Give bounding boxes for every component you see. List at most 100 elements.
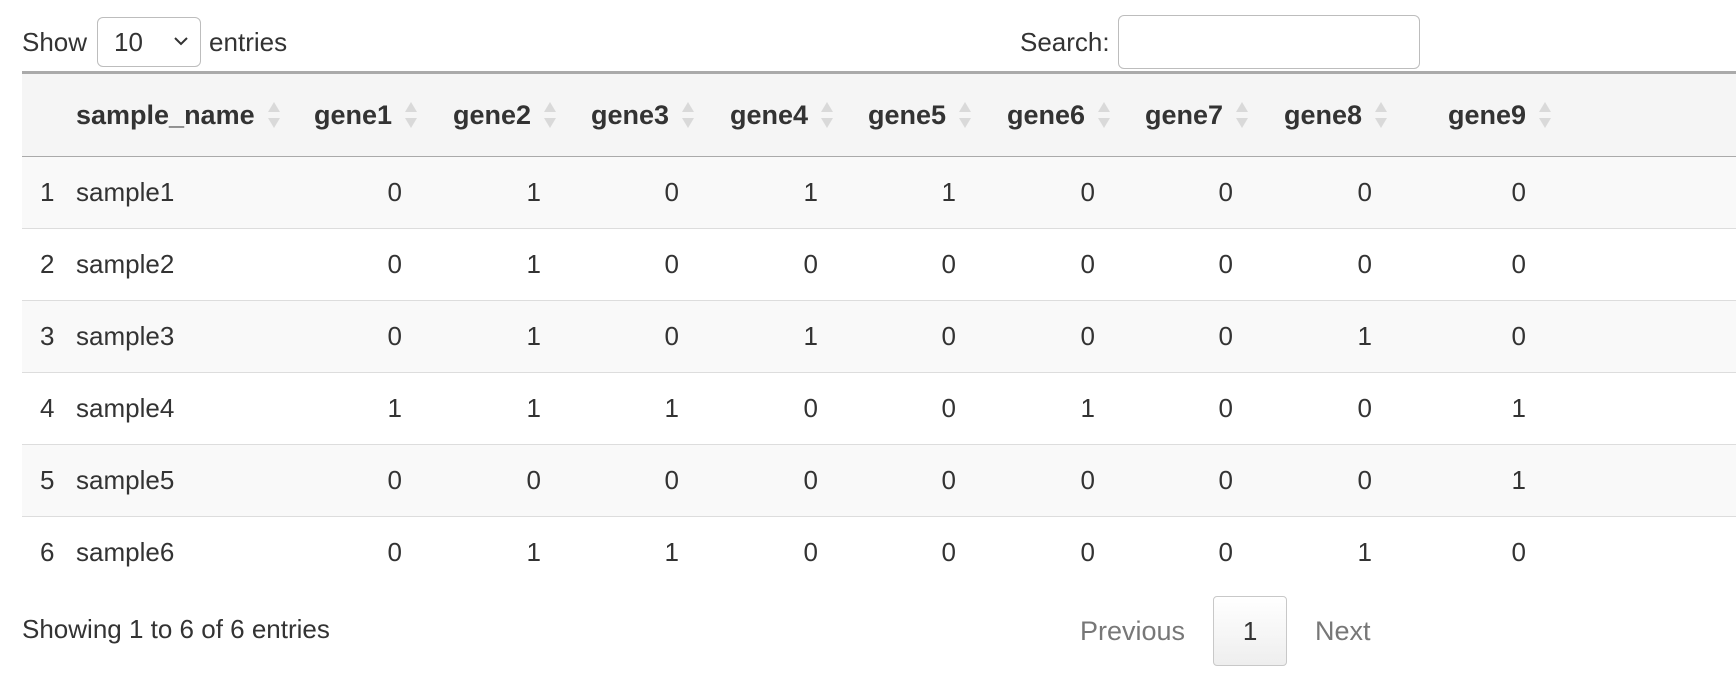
entries-select-value: 10 [114,26,143,57]
data-table-wrapper: sample_name gene1 gene2 [22,71,1736,587]
cell-gene2: 0 [526,465,541,495]
sort-both-icon [1539,102,1551,128]
cell-gene7: 0 [1218,249,1233,279]
column-header-gene4[interactable]: gene4 [715,73,854,157]
row-index: 1 [40,177,55,207]
cell-gene7: 0 [1218,393,1233,423]
cell-gene1: 0 [387,465,402,495]
column-header-gene9[interactable]: gene9 [1408,73,1736,157]
table-row: 4 sample4 1 1 1 0 0 1 0 0 1 [22,372,1736,445]
table-controls: Show 10 entries Search: [22,14,1722,70]
cell-gene2: 1 [526,177,541,207]
length-control: Show 10 entries [22,16,287,68]
pagination: Previous 1 Next [1062,596,1389,666]
search-label: Search: [1020,26,1110,57]
table-row: 2 sample2 0 1 0 0 0 0 0 0 0 [22,228,1736,301]
sort-both-icon [959,102,971,128]
cell-gene8: 1 [1357,321,1372,351]
cell-gene4: 1 [803,177,818,207]
table-row: 1 sample1 0 1 0 1 1 0 0 0 0 [22,156,1736,229]
cell-gene9: 0 [1511,177,1526,207]
cell-gene7: 0 [1218,537,1233,567]
cell-gene3: 0 [664,249,679,279]
cell-sample-name: sample5 [76,465,175,495]
cell-sample-name: sample1 [76,177,175,207]
cell-gene5: 0 [941,393,956,423]
sort-both-icon [1236,102,1248,128]
column-header-sample-name[interactable]: sample_name [68,73,300,157]
sort-both-icon [1098,102,1110,128]
cell-gene5: 1 [941,177,956,207]
entries-select[interactable]: 10 [97,17,202,67]
sort-both-icon [544,102,556,128]
sort-both-icon [682,102,694,128]
page-1-button[interactable]: 1 [1213,596,1288,666]
previous-page-button[interactable]: Previous [1080,615,1186,646]
cell-gene9: 0 [1511,537,1526,567]
column-header-label: gene3 [590,99,669,130]
cell-gene4: 0 [803,537,818,567]
sort-both-icon [1375,102,1387,128]
cell-gene5: 0 [941,249,956,279]
column-header-gene3[interactable]: gene3 [577,73,715,157]
search-input[interactable] [1117,15,1420,69]
column-header-gene8[interactable]: gene8 [1269,73,1408,157]
cell-gene4: 0 [803,249,818,279]
cell-gene8: 0 [1357,465,1372,495]
column-header-label: gene2 [452,99,531,130]
cell-sample-name: sample4 [76,393,175,423]
cell-gene4: 0 [803,393,818,423]
column-header-label: gene6 [1006,99,1085,130]
cell-sample-name: sample3 [76,321,175,351]
column-header-gene5[interactable]: gene5 [854,73,992,157]
column-header-gene6[interactable]: gene6 [992,73,1131,157]
cell-gene7: 0 [1218,321,1233,351]
cell-gene2: 1 [526,537,541,567]
cell-gene9: 0 [1511,321,1526,351]
cell-gene1: 1 [387,393,402,423]
cell-gene4: 1 [803,321,818,351]
chevron-down-icon [174,37,188,46]
table-info: Showing 1 to 6 of 6 entries [22,614,330,644]
sort-both-icon [267,102,280,128]
search-filter: Search: [1020,14,1420,70]
column-header-gene2[interactable]: gene2 [438,73,577,157]
cell-gene8: 1 [1357,537,1372,567]
cell-gene9: 1 [1511,465,1526,495]
row-index: 3 [40,321,55,351]
column-header-label: gene1 [313,99,392,130]
cell-gene5: 0 [941,537,956,567]
cell-gene6: 0 [1080,537,1095,567]
cell-gene1: 0 [387,321,402,351]
column-header-gene7[interactable]: gene7 [1131,73,1269,157]
cell-gene2: 1 [526,249,541,279]
length-suffix: entries [209,26,288,57]
cell-gene6: 1 [1080,393,1095,423]
cell-gene8: 0 [1357,249,1372,279]
next-page-button[interactable]: Next [1315,615,1371,646]
cell-gene5: 0 [941,321,956,351]
cell-gene1: 0 [387,177,402,207]
cell-gene6: 0 [1080,249,1095,279]
cell-gene2: 1 [526,393,541,423]
column-header-label: gene9 [1447,99,1526,130]
cell-gene7: 0 [1218,465,1233,495]
row-index: 6 [40,537,55,567]
cell-gene3: 0 [664,177,679,207]
column-header-label: gene5 [867,99,946,130]
column-header-label: sample_name [76,99,255,130]
cell-gene9: 1 [1511,393,1526,423]
sort-both-icon [821,102,833,128]
sort-both-icon [405,102,417,128]
cell-gene8: 0 [1357,177,1372,207]
table-row: 3 sample3 0 1 0 1 0 0 0 1 0 [22,300,1736,373]
column-header-gene1[interactable]: gene1 [300,73,438,157]
column-header-index [22,73,68,157]
row-index: 2 [40,249,55,279]
cell-gene1: 0 [387,537,402,567]
table-row: 6 sample6 0 1 1 0 0 0 0 1 0 [22,516,1736,587]
column-header-label: gene8 [1283,99,1362,130]
cell-gene9: 0 [1511,249,1526,279]
cell-gene2: 1 [526,321,541,351]
length-prefix: Show [22,26,88,57]
